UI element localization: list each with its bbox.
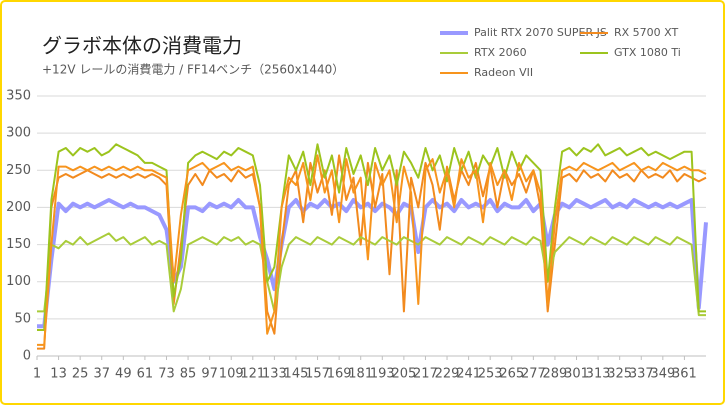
- x-tick-label: 289: [543, 367, 568, 382]
- chart-title: グラボ本体の消費電力: [42, 34, 242, 58]
- x-tick-label: 49: [115, 367, 132, 382]
- legend: Palit RTX 2070 SUPER JS RX 5700 XT RTX 206…: [440, 26, 681, 79]
- x-tick-label: 133: [262, 367, 287, 382]
- x-tick-label: 13: [50, 367, 67, 382]
- x-tick-label: 193: [370, 367, 395, 382]
- x-tick-label: 157: [305, 367, 330, 382]
- legend-label: RX 5700 XT: [614, 26, 679, 39]
- x-tick-label: 265: [499, 367, 524, 382]
- legend-label: Palit RTX 2070 SUPER JS: [474, 26, 607, 39]
- y-tick-label: 50: [14, 311, 31, 326]
- x-tick-label: 73: [158, 367, 175, 382]
- y-tick-label: 250: [6, 163, 31, 178]
- x-tick-label: 85: [180, 367, 197, 382]
- x-tick-label: 205: [391, 367, 416, 382]
- legend-label: GTX 1080 Ti: [614, 46, 681, 59]
- x-tick-label: 313: [586, 367, 611, 382]
- y-tick-label: 300: [6, 126, 31, 141]
- y-tick-label: 350: [6, 89, 31, 104]
- x-tick-label: 169: [327, 367, 352, 382]
- x-tick-label: 301: [564, 367, 589, 382]
- y-tick-label: 200: [6, 200, 31, 215]
- x-tick-label: 37: [93, 367, 110, 382]
- x-tick-label: 121: [240, 367, 265, 382]
- x-tick-label: 361: [672, 367, 697, 382]
- x-tick-label: 325: [607, 367, 632, 382]
- plot: [37, 143, 708, 350]
- series-line: [37, 154, 707, 350]
- series-line: [37, 154, 707, 346]
- x-tick-label: 241: [456, 367, 481, 382]
- x-tick-label: 109: [219, 367, 244, 382]
- x-tick-label: 145: [284, 367, 309, 382]
- x-tick-label: 217: [413, 367, 438, 382]
- series-line: [37, 232, 706, 317]
- x-tick-label: 25: [72, 367, 89, 382]
- x-tick-label: 253: [478, 367, 503, 382]
- x-tick-label: 277: [521, 367, 546, 382]
- x-tick-label: 181: [348, 367, 373, 382]
- legend-label: RTX 2060: [474, 46, 527, 59]
- x-tick-label: 97: [201, 367, 218, 382]
- y-tick-label: 0: [23, 349, 31, 364]
- legend-label: Radeon VII: [474, 66, 533, 79]
- x-tick-label: 349: [650, 367, 675, 382]
- x-tick-label: 61: [137, 367, 154, 382]
- x-tick-label: 1: [33, 367, 41, 382]
- x-tick-label: 229: [435, 367, 460, 382]
- y-tick-label: 100: [6, 274, 31, 289]
- series-line: [37, 143, 706, 331]
- x-tick-label: 337: [629, 367, 654, 382]
- y-tick-label: 150: [6, 237, 31, 252]
- chart-subtitle: +12V レールの消費電力 / FF14ベンチ（2560x1440）: [42, 62, 344, 77]
